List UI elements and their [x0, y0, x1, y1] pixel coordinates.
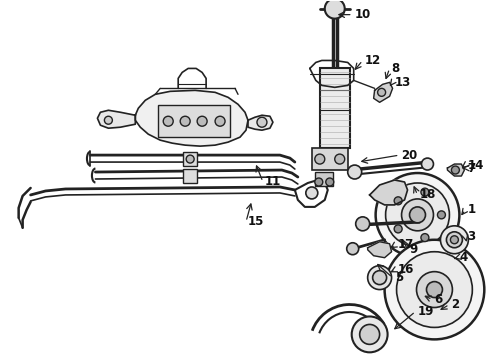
Circle shape	[347, 243, 359, 255]
Text: 1: 1	[467, 203, 475, 216]
Circle shape	[186, 155, 194, 163]
Text: 14: 14	[467, 158, 484, 172]
Polygon shape	[369, 180, 408, 205]
Circle shape	[394, 197, 402, 205]
Circle shape	[306, 187, 318, 199]
Circle shape	[426, 282, 442, 298]
Circle shape	[215, 116, 225, 126]
Circle shape	[421, 158, 434, 170]
Text: 18: 18	[419, 188, 436, 202]
Circle shape	[356, 217, 369, 231]
Polygon shape	[447, 164, 465, 176]
Circle shape	[368, 266, 392, 289]
Text: 13: 13	[394, 76, 411, 89]
Circle shape	[386, 183, 449, 247]
Circle shape	[372, 271, 387, 285]
Bar	[158, 105, 230, 137]
Circle shape	[416, 272, 452, 307]
Circle shape	[360, 324, 380, 345]
Bar	[315, 172, 333, 186]
Circle shape	[352, 316, 388, 352]
Circle shape	[257, 117, 267, 127]
Circle shape	[450, 236, 458, 244]
Circle shape	[315, 154, 325, 164]
Circle shape	[197, 116, 207, 126]
Polygon shape	[135, 90, 248, 146]
Text: 6: 6	[435, 293, 442, 306]
Circle shape	[441, 226, 468, 254]
Text: 5: 5	[394, 271, 403, 284]
Polygon shape	[374, 82, 392, 102]
Text: 12: 12	[365, 54, 381, 67]
Circle shape	[438, 211, 445, 219]
Circle shape	[410, 207, 425, 223]
Circle shape	[163, 116, 173, 126]
Circle shape	[385, 240, 484, 339]
Text: 16: 16	[397, 263, 414, 276]
Text: 15: 15	[248, 215, 265, 228]
Text: 3: 3	[467, 230, 475, 243]
Circle shape	[325, 0, 345, 19]
Circle shape	[104, 116, 112, 124]
Text: 2: 2	[451, 298, 460, 311]
Text: 19: 19	[417, 305, 434, 318]
Text: 11: 11	[265, 175, 281, 189]
Circle shape	[335, 154, 345, 164]
Text: 8: 8	[392, 62, 400, 75]
Circle shape	[401, 199, 434, 231]
Circle shape	[446, 232, 463, 248]
Text: 20: 20	[401, 149, 418, 162]
Text: 7: 7	[467, 162, 475, 175]
Circle shape	[315, 178, 323, 186]
Circle shape	[421, 234, 429, 242]
Circle shape	[180, 116, 190, 126]
Bar	[312, 148, 348, 170]
Polygon shape	[98, 110, 135, 128]
Text: 4: 4	[460, 251, 467, 264]
Bar	[183, 152, 197, 166]
Bar	[183, 169, 197, 183]
Text: 9: 9	[410, 243, 418, 256]
Circle shape	[376, 173, 460, 257]
Text: 17: 17	[397, 238, 414, 251]
Circle shape	[451, 166, 460, 174]
Bar	[320, 68, 350, 148]
Circle shape	[421, 188, 429, 196]
Polygon shape	[248, 115, 273, 130]
Circle shape	[378, 88, 386, 96]
Circle shape	[396, 252, 472, 328]
Text: 10: 10	[355, 8, 371, 21]
Circle shape	[326, 178, 334, 186]
Circle shape	[394, 225, 402, 233]
Circle shape	[348, 165, 362, 179]
Polygon shape	[368, 242, 392, 258]
